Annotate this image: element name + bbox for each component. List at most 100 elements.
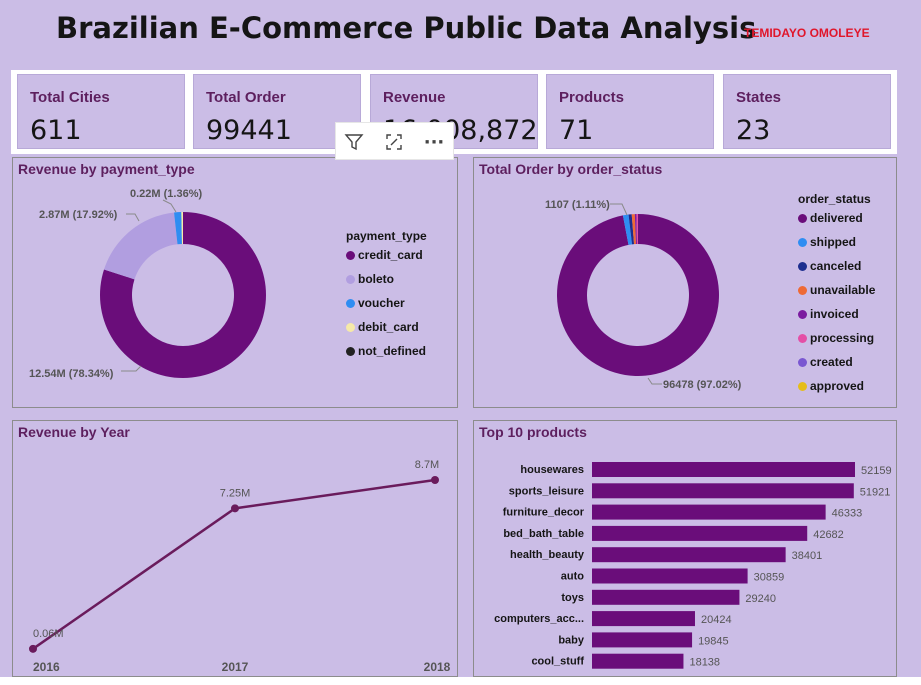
line-point-2017[interactable]	[231, 504, 239, 513]
legend-item-boleto[interactable]: boleto	[346, 267, 426, 291]
bar-value-bed-bath-table: 42682	[813, 529, 844, 541]
bar-bed-bath-table[interactable]	[592, 525, 808, 541]
order-status-donut-chart: 96478 (97.02%) 1107 (1.11%)	[545, 199, 742, 391]
legend-label: created	[810, 355, 853, 369]
focus-mode-icon[interactable]	[380, 129, 408, 155]
data-label-boleto: 2.87M (17.92%)	[39, 209, 118, 221]
x-tick-label-2018: 2018	[424, 660, 451, 674]
legend-item-shipped[interactable]: shipped	[798, 230, 875, 254]
kpi-label: Total Cities	[30, 89, 110, 106]
donut-slice-debit-card[interactable]	[181, 212, 183, 245]
visual-header-toolbar: ···	[335, 122, 454, 160]
report-title: Brazilian E-Commerce Public Data Analysi…	[56, 11, 757, 45]
bar-computers-acc[interactable]	[592, 611, 695, 627]
legend-dot	[346, 250, 355, 260]
donut-slice-processing[interactable]	[636, 214, 638, 245]
category-label-computers-acc: computers_acc...	[494, 613, 584, 625]
legend-dot	[346, 322, 355, 332]
legend-item-canceled[interactable]: canceled	[798, 254, 875, 278]
kpi-value: 71	[559, 115, 594, 146]
donut-slice-canceled[interactable]	[628, 214, 635, 245]
category-label-housewares: housewares	[520, 464, 584, 476]
data-label-leader-line	[126, 213, 140, 222]
donut-slice-shipped[interactable]	[622, 214, 633, 245]
line-point-2016[interactable]	[29, 644, 37, 653]
legend-item-credit-card[interactable]: credit_card	[346, 243, 426, 267]
legend-item-debit-card[interactable]: debit_card	[346, 315, 426, 339]
data-label-credit-card: 12.54M (78.34%)	[29, 368, 114, 380]
donut-slice-delivered[interactable]	[557, 214, 719, 377]
bar-sports-leisure[interactable]	[592, 483, 854, 499]
kpi-strip: Total Cities 611 Total Order 99441 Reven…	[11, 70, 897, 154]
legend-dot	[798, 237, 807, 247]
kpi-card-states[interactable]: States 23	[723, 74, 891, 149]
bar-value-toys: 29240	[745, 593, 776, 605]
kpi-card-total-cities[interactable]: Total Cities 611	[17, 74, 185, 149]
data-label-delivered: 96478 (97.02%)	[663, 379, 742, 391]
legend-item-delivered[interactable]: delivered	[798, 206, 875, 230]
legend-dot	[798, 213, 807, 223]
order-status-chart-panel[interactable]: Total Order by order_status 96478 (97.02…	[473, 157, 897, 408]
legend-label: canceled	[810, 259, 862, 273]
bar-value-health-beauty: 38401	[792, 550, 823, 562]
data-label-shipped: 1107 (1.11%)	[545, 199, 610, 211]
category-label-cool-stuff: cool_stuff	[531, 656, 584, 668]
legend-item-created[interactable]: created	[798, 350, 875, 374]
legend-item-processing[interactable]: processing	[798, 326, 875, 350]
legend-title: payment_type	[346, 229, 427, 243]
kpi-label: States	[736, 89, 782, 106]
bar-auto[interactable]	[592, 568, 748, 584]
kpi-card-products[interactable]: Products 71	[546, 74, 714, 149]
canvas-bottom-edge	[0, 677, 921, 685]
top-products-chart-panel[interactable]: Top 10 products housewares 52159 sports_le…	[473, 420, 897, 677]
bar-value-furniture-decor: 46333	[832, 508, 863, 520]
data-label-2017: 7.25M	[220, 487, 251, 499]
legend-item-approved[interactable]: approved	[798, 374, 875, 398]
payment-type-chart-panel[interactable]: Revenue by payment_type 12.54M (78.34%) 2…	[12, 157, 458, 408]
donut-slice-invoiced[interactable]	[634, 214, 638, 245]
revenue-by-year-chart-panel[interactable]: Revenue by Year 0.06M 2016 7.25M 2017 8.7M 20…	[12, 420, 458, 677]
data-label-2016: 0.06M	[33, 628, 64, 640]
donut-slice-credit-card[interactable]	[99, 212, 267, 378]
bar-housewares[interactable]	[592, 462, 855, 477]
legend-dot	[798, 285, 807, 295]
data-label-leader-line	[647, 377, 662, 385]
bar-toys[interactable]	[592, 589, 740, 605]
legend-item-not-defined[interactable]: not_defined	[346, 339, 426, 363]
bar-health-beauty[interactable]	[592, 547, 786, 563]
kpi-label: Revenue	[383, 89, 446, 106]
revenue-by-year-line-chart: 0.06M 2016 7.25M 2017 8.7M 2018	[29, 459, 451, 674]
legend-label: credit_card	[358, 248, 423, 262]
data-label-leader-line	[121, 365, 142, 372]
more-options-icon[interactable]: ···	[423, 131, 445, 153]
order-status-legend: delivered shipped canceled unavailable invoi…	[798, 206, 875, 398]
category-label-furniture-decor: furniture_decor	[503, 507, 585, 519]
filter-icon[interactable]	[340, 129, 368, 155]
panel-title: Top 10 products	[479, 424, 587, 440]
kpi-value: 23	[736, 115, 771, 146]
legend-label: debit_card	[358, 320, 419, 334]
legend-item-unavailable[interactable]: unavailable	[798, 278, 875, 302]
donut-slice-boleto[interactable]	[104, 212, 178, 280]
line-point-2018[interactable]	[431, 476, 439, 484]
legend-dot	[798, 357, 807, 367]
legend-dot	[798, 333, 807, 343]
legend-label: processing	[810, 331, 875, 345]
category-label-sports-leisure: sports_leisure	[509, 485, 584, 497]
kpi-card-total-order[interactable]: Total Order 99441	[193, 74, 361, 149]
legend-item-voucher[interactable]: voucher	[346, 291, 426, 315]
legend-item-invoiced[interactable]: invoiced	[798, 302, 875, 326]
bar-furniture-decor[interactable]	[592, 504, 826, 520]
data-label-leader-line	[610, 203, 628, 216]
legend-label: unavailable	[810, 283, 876, 297]
bar-value-baby: 19845	[698, 635, 729, 647]
donut-slice-voucher[interactable]	[174, 212, 182, 245]
donut-slice-unavailable[interactable]	[631, 214, 636, 245]
bar-cool-stuff[interactable]	[592, 653, 684, 669]
kpi-label: Total Order	[206, 89, 286, 106]
data-label-voucher: 0.22M (1.36%)	[130, 188, 202, 200]
bar-baby[interactable]	[592, 632, 693, 648]
category-label-toys: toys	[561, 592, 584, 604]
bar-value-cool-stuff: 18138	[689, 657, 720, 669]
